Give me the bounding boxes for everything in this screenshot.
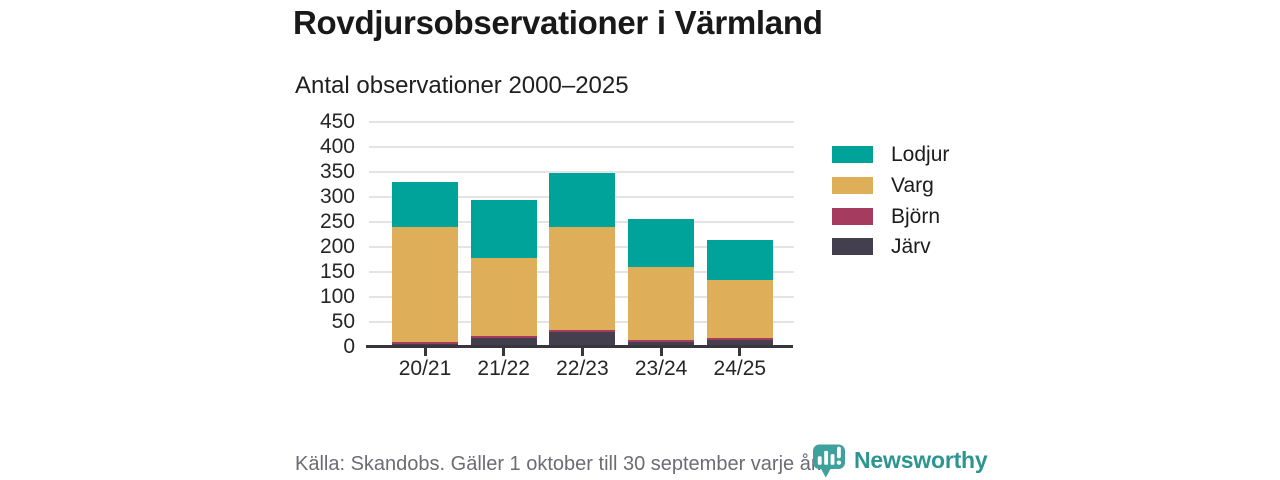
legend-item-j-rv: Järv [832,236,931,257]
y-axis-label: 250 [319,210,355,233]
legend-label: Varg [891,173,934,197]
bar-segment-lodjur [470,199,537,258]
legend-label: Björn [891,204,941,228]
gridline [369,171,794,173]
legend-label: Lodjur [891,143,950,166]
bar-segment-j-rv [549,332,616,347]
y-axis-label: 200 [319,235,355,258]
y-axis-label: 350 [319,160,355,183]
x-axis-line [366,345,793,348]
legend-item-lodjur: Lodjur [832,144,949,165]
x-axis-label: 23/24 [634,357,688,380]
gridline [369,121,794,123]
legend-swatch-varg [832,176,873,194]
x-axis-label: 21/22 [477,357,530,380]
legend-swatch-j-rv [832,238,873,256]
legend-label: Järv [891,235,931,259]
bar-segment-bj-rn [549,329,616,332]
bar-segment-j-rv [470,338,537,347]
legend-swatch-lodjur [832,146,873,163]
chart-subtitle: Antal observationer 2000–2025 [295,72,629,99]
bar-segment-varg [628,267,695,340]
y-axis-label: 300 [319,185,355,208]
bar-segment-bj-rn [392,341,458,344]
x-axis-label: 22/23 [556,357,609,380]
newsworthy-wordmark: Newsworthy [854,447,988,473]
bar-segment-lodjur [706,240,773,280]
bar-segment-j-rv [628,342,695,347]
newsworthy-logo-icon [813,444,845,478]
y-axis-label: 450 [319,110,355,133]
bar-segment-j-rv [706,340,773,347]
legend-item-bj-rn: Björn [832,206,940,227]
y-axis-label: 150 [319,260,355,283]
bar-segment-bj-rn [470,336,537,338]
bar-segment-varg [706,280,773,338]
bar-segment-varg [470,258,537,336]
source-note: Källa: Skandobs. Gäller 1 oktober till 3… [295,453,822,475]
bar-segment-lodjur [628,218,695,267]
x-axis-tick [659,348,663,356]
bar-segment-varg [392,227,458,342]
bar-segment-bj-rn [706,338,773,340]
x-axis-tick [423,348,427,356]
y-axis-label: 50 [331,310,355,333]
chart-title: Rovdjursobservationer i Värmland [293,4,823,41]
y-axis-label: 100 [319,285,355,308]
x-axis-tick [738,348,742,356]
bar-segment-lodjur [392,182,458,227]
x-axis-label: 24/25 [713,357,767,380]
x-axis-tick [502,348,506,356]
bar-segment-lodjur [549,172,616,227]
legend-swatch-bj-rn [832,207,873,225]
legend-item-varg: Varg [832,175,934,196]
x-axis-label: 20/21 [398,357,452,380]
y-axis-label: 400 [319,135,355,158]
bar-segment-bj-rn [628,340,695,342]
x-axis-tick [580,348,584,356]
bar-segment-varg [549,227,616,330]
y-axis-label: 0 [343,335,355,358]
newsworthy-brand[interactable]: Newsworthy [813,444,988,478]
gridline [369,146,794,148]
